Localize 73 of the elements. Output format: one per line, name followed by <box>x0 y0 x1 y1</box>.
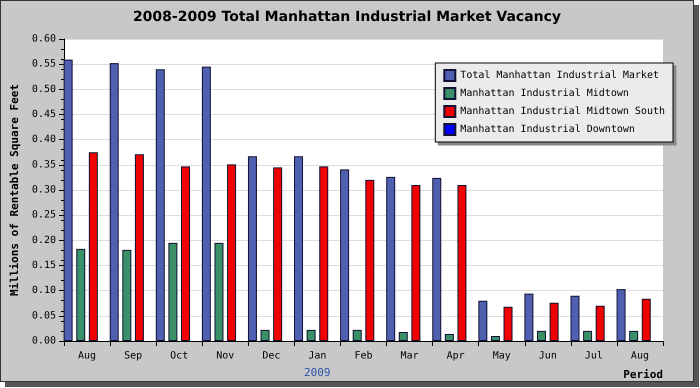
y-tick-label: 0.55 <box>32 58 56 70</box>
bar <box>616 289 626 341</box>
bar <box>444 334 454 341</box>
bar <box>180 166 190 341</box>
bar <box>365 180 374 341</box>
x-tick-label: Apr <box>446 350 465 362</box>
bar <box>214 242 224 341</box>
bar <box>340 169 350 341</box>
bar <box>583 330 592 341</box>
bar <box>260 330 270 341</box>
bar <box>642 298 651 341</box>
bar <box>64 60 73 341</box>
y-tick-label: 0.30 <box>32 184 56 196</box>
y-tick-label: 0.25 <box>32 210 56 221</box>
legend-label: Manhattan Industrial Midtown South <box>460 106 666 117</box>
bar <box>411 184 420 341</box>
y-axis-title: Millions of Rentable Square Feet <box>8 84 21 296</box>
bar <box>294 156 304 341</box>
bar <box>202 66 211 341</box>
x-axis-title: Period <box>623 368 663 381</box>
y-tick-label: 0.60 <box>32 34 56 44</box>
bar <box>248 156 257 341</box>
x-tick-label: Oct <box>170 350 188 362</box>
y-tick-label: 0.50 <box>32 84 56 95</box>
bar <box>596 306 605 341</box>
bar <box>570 296 580 341</box>
bar <box>550 302 559 341</box>
bar <box>537 330 546 341</box>
x-tick-label: Jan <box>308 350 326 362</box>
bar <box>398 332 408 341</box>
bar <box>273 167 282 341</box>
bar <box>134 154 144 341</box>
y-tick-label: 0.15 <box>32 260 56 271</box>
bar <box>386 176 396 341</box>
y-tick-label: 0.45 <box>32 109 56 120</box>
x-tick-label: Feb <box>354 350 373 362</box>
y-tick-label: 0.05 <box>32 310 56 322</box>
bar <box>110 63 119 341</box>
bar <box>88 152 98 341</box>
x-tick-label: Aug <box>78 350 96 362</box>
legend-label: Manhattan Industrial Midtown <box>460 88 629 99</box>
legend-label: Total Manhattan Industrial Market <box>460 70 659 81</box>
y-tick-label: 0.00 <box>32 336 56 346</box>
bar <box>306 330 316 341</box>
legend-label: Manhattan Industrial Downtown <box>460 124 635 135</box>
text: 2009 <box>304 366 330 379</box>
bar <box>504 306 513 341</box>
x-tick-label: Sep <box>124 350 142 362</box>
y-tick-label: 0.10 <box>32 285 56 296</box>
bar <box>490 336 500 341</box>
bar <box>227 164 236 341</box>
bar <box>478 300 488 341</box>
chart-title: 2008-2009 Total Manhattan Industrial Market Vacancy <box>132 9 562 25</box>
bar <box>432 178 442 341</box>
bar <box>156 69 165 341</box>
x-tick-label: Jul <box>584 350 603 362</box>
y-tick-label: 0.40 <box>32 134 56 146</box>
y-tick-label: 0.20 <box>32 234 56 246</box>
bar <box>629 330 638 341</box>
x-tick-label: Aug <box>630 350 649 362</box>
bar <box>524 294 534 341</box>
y-tick-label: 0.35 <box>32 159 56 170</box>
bar <box>352 330 362 341</box>
bar <box>122 250 132 341</box>
x-tick-label: Dec <box>262 350 280 362</box>
bar <box>319 166 328 341</box>
x-tick-label: Mar <box>400 350 419 362</box>
bar <box>168 242 178 341</box>
x-tick-label: Jun <box>538 350 557 362</box>
bar <box>76 248 86 341</box>
x-tick-label: Nov <box>216 350 234 362</box>
x-tick-label: May <box>492 350 511 362</box>
bar <box>457 184 466 341</box>
